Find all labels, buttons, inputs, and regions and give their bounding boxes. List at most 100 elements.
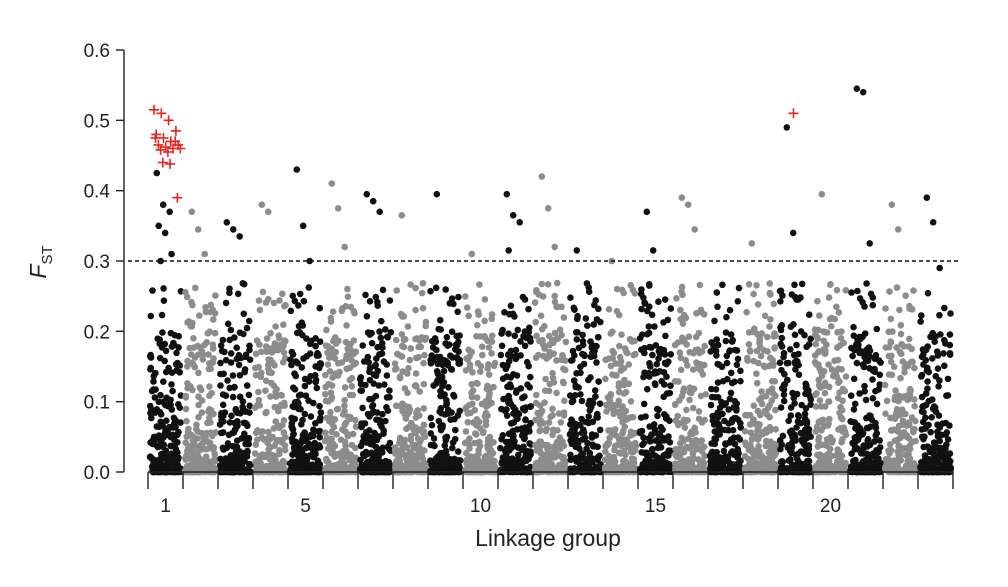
fst-point [444, 361, 452, 369]
fst-point [780, 397, 788, 405]
fst-point [202, 304, 209, 311]
fst-point [693, 359, 700, 366]
fst-point [289, 403, 297, 410]
fst-point [545, 419, 553, 426]
fst-point [456, 332, 463, 339]
fst-point [257, 452, 265, 460]
fst-point [567, 451, 574, 459]
fst-point [281, 446, 289, 454]
fst-point [476, 466, 483, 473]
fst-point [641, 300, 649, 307]
fst-point [488, 332, 496, 340]
fst-point [897, 330, 905, 338]
fst-point [489, 449, 497, 457]
fst-point [233, 344, 240, 352]
fst-point [298, 364, 306, 371]
fst-point [343, 352, 350, 359]
fst-point [519, 293, 527, 301]
linkage-group-17-points [706, 281, 744, 476]
fst-point [236, 448, 243, 456]
fst-point [384, 407, 392, 415]
fst-point [876, 371, 884, 379]
fst-point [701, 416, 708, 424]
fst-point [295, 454, 303, 462]
fst-point [236, 393, 244, 401]
fst-point [344, 413, 352, 421]
fst-point [479, 351, 486, 359]
fst-point [579, 331, 586, 339]
fst-point [849, 352, 856, 360]
fst-point [859, 299, 866, 306]
fst-point [313, 384, 321, 392]
fst-point [578, 397, 586, 405]
fst-point [597, 461, 604, 468]
fst-point [745, 281, 753, 288]
fst-point [400, 343, 408, 351]
fst-point [596, 400, 604, 408]
fst-point [652, 342, 660, 349]
fst-point [865, 344, 873, 351]
fst-point [615, 441, 623, 448]
fst-point [601, 456, 609, 464]
fst-point [848, 289, 855, 296]
fst-point [432, 284, 440, 292]
fst-point [532, 460, 540, 468]
fst-point [821, 389, 829, 397]
fst-point [442, 434, 449, 441]
fst-point [472, 430, 479, 437]
fst-point [697, 306, 705, 314]
fst-point [420, 380, 428, 388]
fst-point [795, 350, 802, 358]
linkage-group-19-points [776, 280, 815, 476]
fst-point [407, 345, 415, 352]
fst-point [297, 391, 305, 399]
fst-point [841, 387, 849, 395]
fst-point [526, 440, 533, 447]
fst-point [552, 464, 560, 472]
fst-point [624, 415, 631, 422]
fst-point [159, 329, 166, 336]
fst-point [403, 425, 410, 433]
fst-point [589, 441, 596, 449]
fst-point [853, 444, 860, 452]
fst-point [279, 359, 287, 366]
fst-point [207, 308, 214, 316]
fst-point [660, 346, 668, 354]
fst-point [549, 431, 556, 439]
fst-point [430, 382, 438, 389]
fst-point [498, 342, 506, 350]
fst-point [546, 341, 553, 349]
fst-point [367, 457, 375, 465]
fst-point [294, 398, 301, 406]
fst-point [275, 332, 283, 340]
fst-point [678, 288, 685, 295]
fst-point [205, 351, 212, 358]
fst-point [716, 431, 723, 438]
fst-point [776, 359, 784, 367]
fst-point [515, 451, 522, 459]
fst-point [826, 436, 834, 443]
fst-point [482, 409, 490, 417]
fst-point [227, 326, 235, 334]
fst-point [158, 311, 166, 319]
fst-point [183, 433, 191, 440]
fst-point [182, 405, 190, 413]
fst-point [479, 429, 487, 437]
fst-point [640, 434, 647, 441]
fst-point [512, 346, 520, 354]
fst-point [240, 330, 247, 338]
fst-point [612, 360, 620, 367]
fst-point [659, 426, 666, 434]
fst-point [505, 441, 513, 449]
fst-point [506, 310, 513, 318]
fst-point [763, 437, 770, 445]
fst-point [816, 397, 824, 404]
fst-point [749, 456, 757, 464]
fst-point [391, 444, 399, 451]
fst-point [258, 348, 265, 356]
fst-point [399, 407, 406, 415]
fst-point [316, 338, 324, 346]
fst-point [660, 393, 667, 401]
fst-point [835, 379, 842, 387]
linkage-group-6-points [321, 285, 360, 476]
